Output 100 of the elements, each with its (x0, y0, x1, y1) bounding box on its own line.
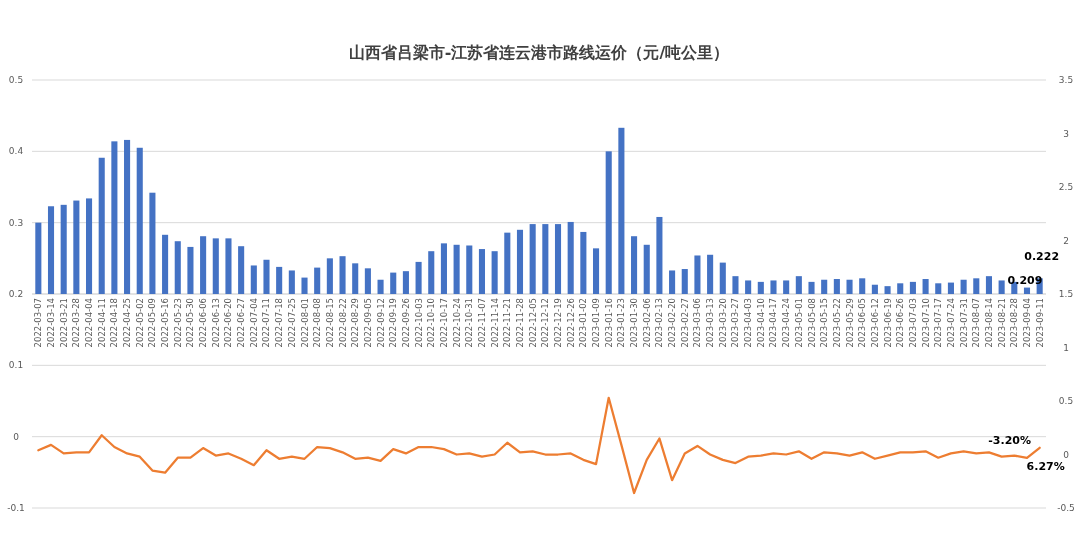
x-tick-label: 2022-07-18 (274, 298, 285, 348)
x-tick-label: 2022-10-10 (426, 298, 437, 348)
x-tick-label: 2023-05-15 (819, 298, 830, 348)
bar (326, 258, 333, 294)
x-tick-label: 2022-12-12 (540, 298, 551, 348)
bar (86, 198, 93, 294)
bar (136, 147, 143, 294)
y-tick-label: 0.2 (8, 289, 24, 299)
x-tick-label: 2022-06-27 (236, 298, 247, 348)
bar (364, 268, 371, 294)
x-tick-label: 2022-07-04 (248, 298, 259, 348)
y2-tick-label: 0.5 (1058, 396, 1074, 406)
x-tick-label: 2023-01-30 (629, 298, 640, 348)
x-tick-label: 2023-06-05 (857, 298, 868, 348)
bar (478, 249, 486, 294)
bar (567, 221, 574, 294)
bar (757, 281, 764, 294)
x-tick-label: 2022-11-28 (514, 298, 525, 348)
y-tick-label: -0.1 (7, 503, 25, 513)
y-tick-label: 0.4 (8, 146, 24, 157)
y2-tick-label: 1.5 (1058, 289, 1074, 299)
bar (352, 263, 359, 294)
bar (707, 254, 714, 294)
x-tick-label: 2022-03-07 (33, 298, 44, 348)
x-tick-label: 2022-05-23 (172, 298, 183, 348)
bar (998, 280, 1005, 294)
bar (542, 224, 549, 294)
bar (821, 279, 828, 294)
bar (859, 278, 866, 294)
x-tick-label: 2022-06-13 (210, 298, 221, 348)
x-tick-label: 2023-02-13 (654, 298, 665, 348)
x-tick-label: 2022-10-31 (464, 298, 475, 348)
bar (516, 229, 524, 294)
x-tick-label: 2023-01-02 (578, 298, 589, 348)
bar (669, 270, 676, 294)
bar (732, 276, 739, 294)
y2-tick-label: 3.5 (1058, 75, 1074, 85)
x-tick-label: 2022-08-15 (324, 298, 335, 348)
bar (377, 279, 384, 294)
bar (402, 271, 409, 294)
bar (947, 282, 954, 294)
x-tick-label: 2023-04-17 (768, 298, 779, 348)
y2-tick-label: 1 (1063, 342, 1069, 353)
x-tick-label: 2023-01-16 (603, 298, 614, 348)
x-tick-label: 2023-03-27 (730, 298, 741, 348)
x-tick-label: 2022-10-17 (438, 298, 449, 348)
bar (60, 204, 67, 294)
x-tick-label: 2022-07-25 (286, 298, 297, 348)
bar (935, 283, 942, 294)
bar (618, 127, 625, 294)
bar (225, 238, 232, 294)
x-tick-label: 2022-09-19 (388, 298, 399, 348)
bar (440, 243, 447, 294)
x-tick-label: 2022-04-18 (109, 298, 120, 348)
x-tick-label: 2023-08-28 (1009, 298, 1020, 348)
x-tick-label: 2023-08-07 (971, 298, 982, 348)
bar (200, 236, 207, 294)
bar (884, 286, 891, 294)
bar (288, 270, 295, 294)
data-label: 0.209 (1007, 273, 1043, 287)
x-tick-label: 2023-01-23 (616, 298, 627, 348)
bar (491, 251, 498, 294)
bar (314, 267, 321, 294)
x-tick-label: 2022-09-12 (375, 298, 386, 348)
bar (694, 255, 701, 294)
y2-tick-label: 0 (1063, 449, 1070, 460)
x-tick-label: 2022-03-21 (58, 298, 69, 348)
x-tick-label: 2023-06-12 (869, 298, 880, 348)
x-tick-label: 2023-08-21 (996, 298, 1007, 348)
x-tick-label: 2023-02-27 (679, 298, 690, 348)
x-tick-label: 2023-07-03 (907, 298, 918, 348)
x-tick-label: 2023-09-04 (1021, 298, 1032, 348)
x-tick-label: 2023-04-03 (743, 298, 754, 348)
x-tick-label: 2023-07-10 (920, 298, 931, 348)
x-tick-label: 2022-05-16 (160, 298, 171, 348)
x-tick-label: 2022-05-30 (185, 298, 196, 348)
x-tick-label: 2022-08-22 (337, 298, 348, 348)
bar (149, 192, 156, 294)
bar (98, 157, 105, 294)
bar (504, 232, 511, 294)
x-tick-label: 2023-02-20 (667, 298, 678, 348)
bar (643, 244, 650, 294)
x-tick-label: 2022-04-25 (122, 298, 133, 348)
x-tick-label: 2023-09-11 (1034, 298, 1045, 348)
x-tick-label: 2023-07-24 (945, 298, 956, 348)
x-tick-label: 2022-03-14 (46, 298, 57, 348)
bar (124, 139, 131, 294)
x-tick-label: 2023-05-08 (806, 298, 817, 348)
bar (922, 279, 929, 294)
x-tick-label: 2023-01-09 (591, 298, 602, 348)
x-tick-label: 2023-05-29 (844, 298, 855, 348)
bar (162, 234, 169, 294)
bar (1023, 287, 1031, 294)
x-tick-label: 2022-10-24 (451, 298, 462, 348)
y-tick-label: 0.3 (8, 217, 24, 228)
bar (909, 281, 916, 294)
x-tick-label: 2022-09-05 (362, 298, 373, 348)
x-tick-label: 2022-08-01 (299, 298, 310, 348)
x-tick-label: 2022-08-08 (312, 298, 323, 348)
bar (745, 280, 752, 294)
